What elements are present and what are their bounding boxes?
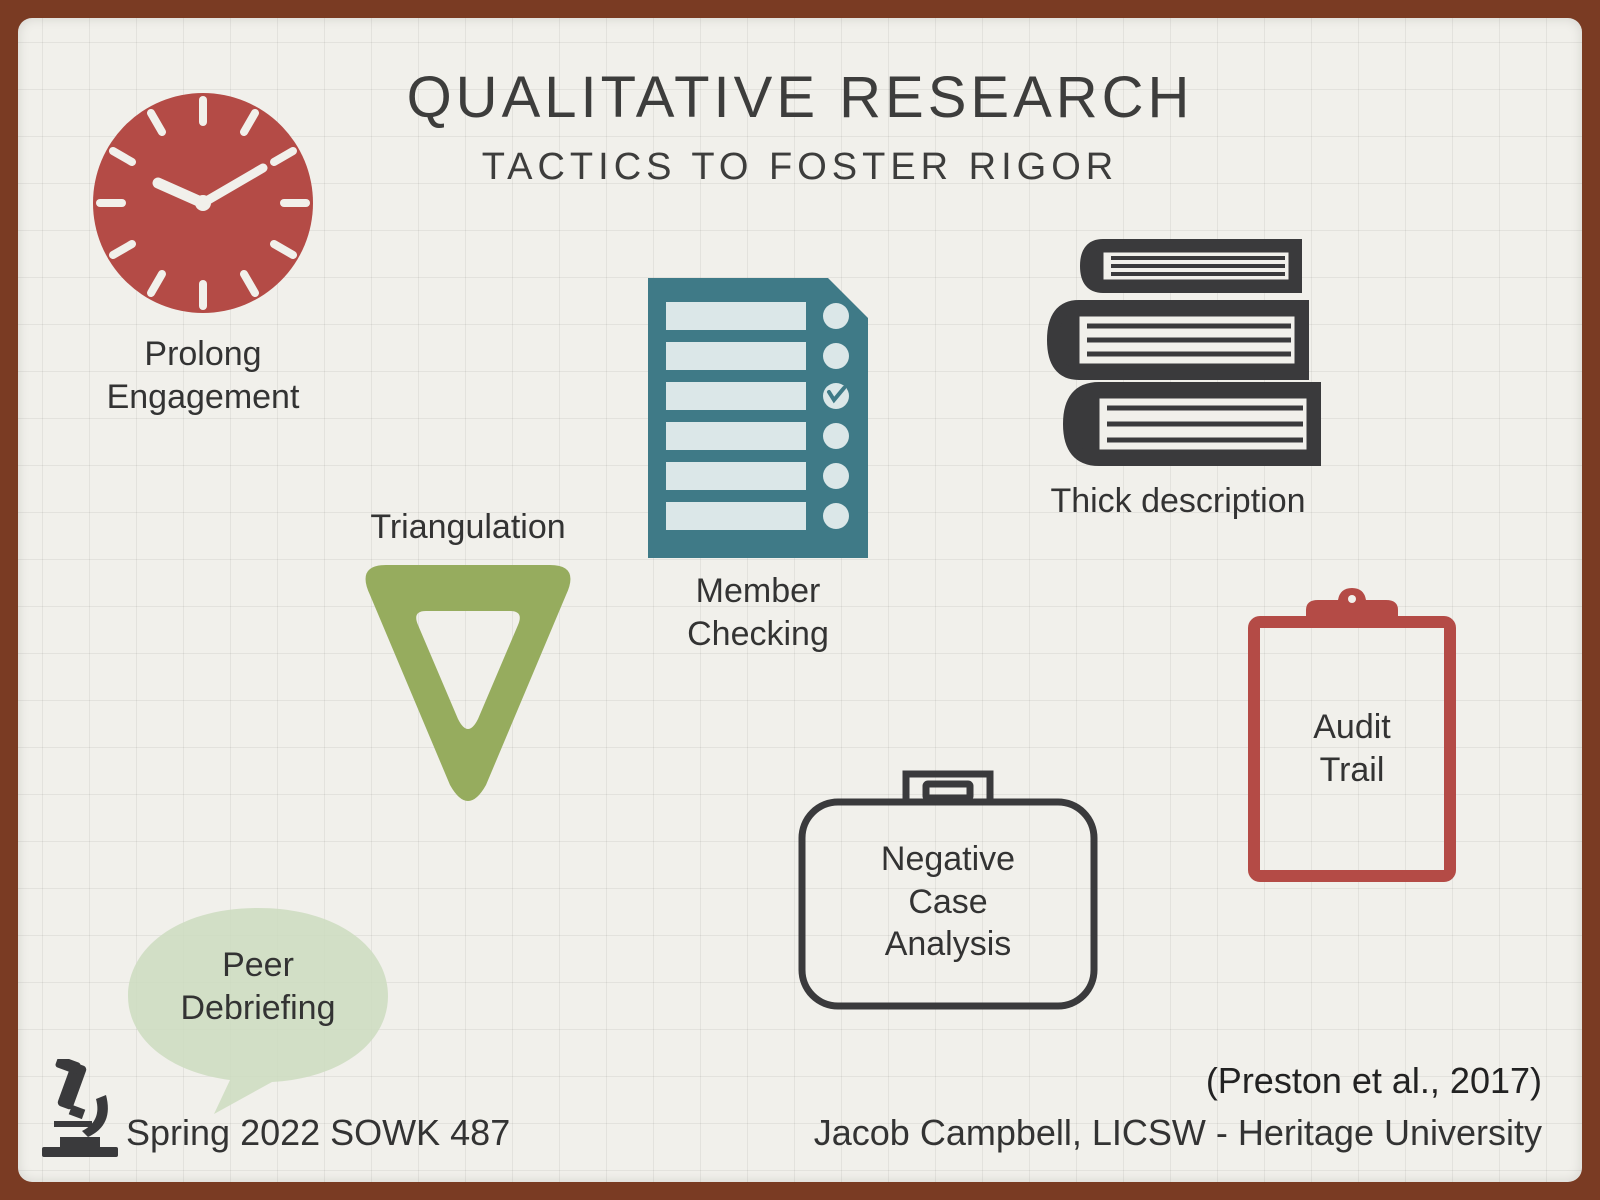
audit-trail-group: Audit Trail [1242, 586, 1462, 891]
prolong-label-1: Prolong [144, 335, 261, 373]
thick-description-group: Thick description [1018, 236, 1338, 523]
outer-frame: QUALITATIVE RESEARCH TACTICS TO FOSTER R… [0, 0, 1600, 1200]
paper-canvas: QUALITATIVE RESEARCH TACTICS TO FOSTER R… [18, 18, 1582, 1182]
prolong-engagement-group: Prolong Engagement [88, 88, 318, 418]
negative-label-3: Analysis [885, 925, 1012, 963]
triangle-icon [348, 555, 588, 815]
thick-label: Thick description [1018, 480, 1338, 523]
peer-label-2: Debriefing [181, 989, 336, 1027]
checklist-icon [648, 278, 868, 558]
audit-label: Audit Trail [1242, 706, 1462, 791]
negative-case-group: Negative Case Analysis [788, 758, 1108, 1023]
member-label-1: Member [696, 572, 821, 610]
peer-label: Peer Debriefing [118, 944, 398, 1029]
prolong-label-2: Engagement [107, 378, 300, 416]
negative-label: Negative Case Analysis [788, 838, 1108, 966]
member-label: Member Checking [638, 570, 878, 655]
triangulation-label: Triangulation [318, 506, 618, 549]
triangulation-group: Triangulation [318, 506, 618, 815]
peer-debriefing-group: Peer Debriefing [118, 898, 398, 1123]
negative-label-2: Case [908, 883, 987, 921]
microscope-corner [36, 1059, 124, 1164]
books-icon [1033, 236, 1323, 466]
footer-right: Jacob Campbell, LICSW - Heritage Univers… [814, 1112, 1542, 1154]
member-label-2: Checking [687, 615, 829, 653]
member-checking-group: Member Checking [638, 278, 878, 655]
audit-label-2: Trail [1320, 751, 1385, 789]
footer-left: Spring 2022 SOWK 487 [126, 1112, 510, 1154]
peer-label-1: Peer [222, 946, 294, 984]
negative-label-1: Negative [881, 840, 1015, 878]
audit-label-1: Audit [1313, 708, 1391, 746]
citation-text: (Preston et al., 2017) [1206, 1060, 1542, 1102]
prolong-label: Prolong Engagement [88, 333, 318, 418]
microscope-icon [36, 1059, 124, 1159]
clock-icon [88, 88, 318, 318]
